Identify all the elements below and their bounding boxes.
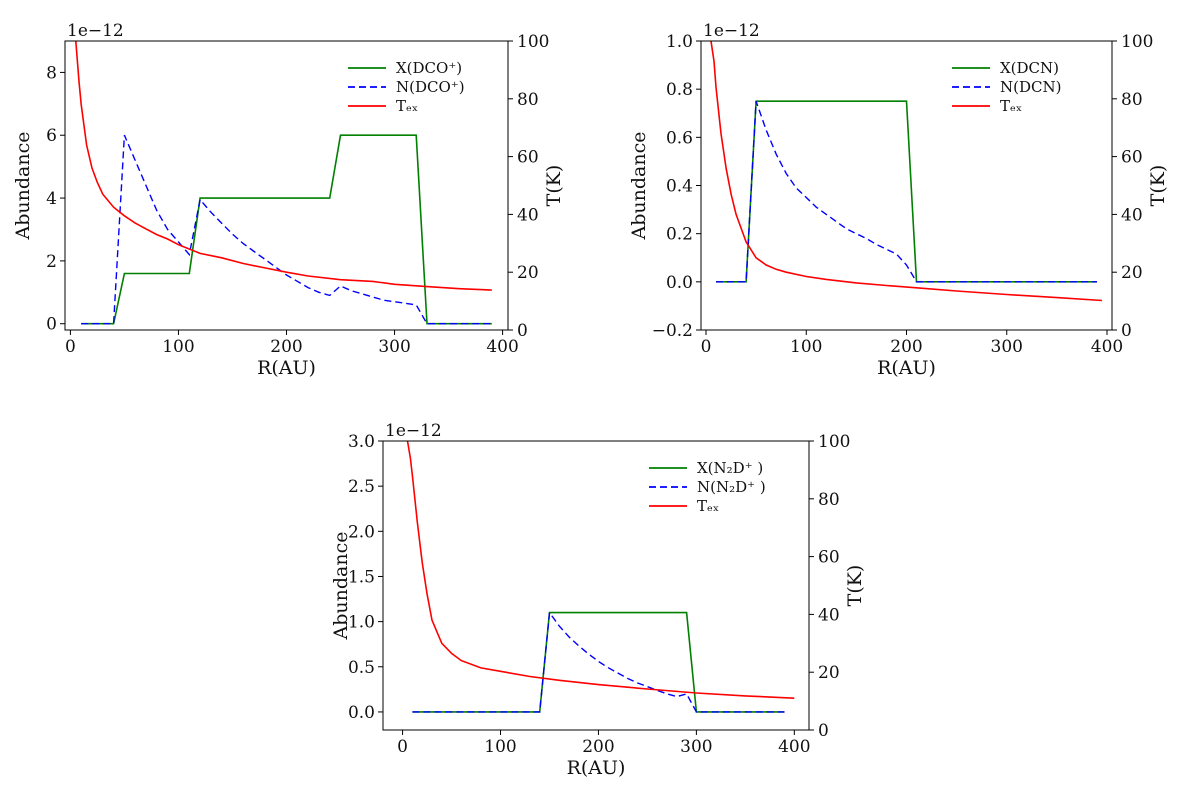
y-axis-label: Abundance [628,132,650,241]
y2-tick-label: 40 [517,205,539,225]
x-tick-label: 300 [680,737,712,757]
legend-label-3: Tₑₓ [396,97,418,115]
legend-label-2: N(DCN) [1000,78,1061,96]
y2-tick-label: 60 [818,548,840,568]
y-tick-label: 0.4 [666,177,693,197]
x-tick-label: 100 [484,737,516,757]
legend: X(N₂D⁺ )N(N₂D⁺ )Tₑₓ [649,459,766,515]
x-tick-label: 200 [582,737,614,757]
y-tick-label: 0.5 [348,658,375,678]
chart-2: 0 100 200 300 400 −0.2 0.0 0.2 0.4 0.6 0.8 1.0 0 20 40… [628,21,1169,379]
legend-label-3: Tₑₓ [697,497,719,515]
offset-text: 1e−12 [385,421,442,441]
x-tick-label: 100 [162,337,194,357]
x-tick-label: 400 [1091,337,1123,357]
y-tick-label: 0.2 [666,225,693,245]
y-tick-label: 0.6 [666,128,693,148]
x-tick-label: 0 [397,737,408,757]
y2-tick-label: 80 [517,90,539,110]
offset-text: 1e−12 [703,21,760,41]
y-tick-label: 4 [46,189,57,209]
y2-tick-label: 60 [517,148,539,168]
legend-label-1: X(DCO⁺) [396,59,462,77]
series-line-1 [716,100,1097,283]
y2-tick-label: 100 [1121,32,1153,52]
series-line-1 [81,134,492,325]
y2-tick-label: 20 [517,263,539,283]
y2-tick-label: 20 [818,663,840,683]
series-line-3 [75,40,492,291]
series-line-3 [406,440,795,699]
y2-tick-label: 0 [1121,321,1132,341]
offset-text: 1e−12 [67,21,124,41]
y-tick-label: 2 [46,252,57,272]
x-tick-label: 0 [65,337,76,357]
legend: X(DCO⁺)N(DCO⁺)Tₑₓ [348,59,465,115]
legend-label-3: Tₑₓ [1000,97,1022,115]
y2-tick-label: 0 [517,321,528,341]
y2-tick-label: 40 [818,605,840,625]
y2-axis-label: T(K) [543,165,565,207]
y-tick-label: −0.2 [652,321,693,341]
series-line-3 [710,40,1103,302]
y-tick-label: 6 [46,126,57,146]
x-axis-label: R(AU) [877,357,936,379]
y-tick-label: 1.5 [348,567,375,587]
plot-frame [382,440,810,731]
x-tick-label: 300 [378,337,410,357]
y-tick-label: 0.0 [666,273,693,293]
y-tick-label: 0.0 [348,703,375,723]
y2-tick-label: 20 [1121,263,1143,283]
y2-axis-label: T(K) [844,565,866,607]
y-tick-label: 0 [46,315,57,335]
series-line-2 [716,100,1097,283]
x-axis-label: R(AU) [257,357,316,379]
y2-tick-label: 80 [818,490,840,510]
y2-tick-label: 100 [818,432,850,452]
y-tick-label: 2.0 [348,522,375,542]
legend-label-1: X(DCN) [1000,59,1059,77]
y2-tick-label: 80 [1121,90,1143,110]
legend-label-2: N(DCO⁺) [396,78,465,96]
y-axis-label: Abundance [330,532,352,641]
y-tick-label: 8 [46,63,57,83]
y2-tick-label: 40 [1121,205,1143,225]
y-tick-label: 1.0 [348,613,375,633]
series-line-1 [412,611,785,713]
y2-tick-label: 60 [1121,148,1143,168]
y-axis-label: Abundance [12,132,34,241]
y2-tick-label: 0 [818,721,829,741]
x-tick-label: 100 [790,337,822,357]
y-tick-label: 3.0 [348,432,375,452]
x-axis-label: R(AU) [567,757,626,779]
legend-label-1: X(N₂D⁺ ) [697,459,763,477]
series-line-2 [412,610,785,713]
legend: X(DCN)N(DCN)Tₑₓ [952,59,1061,115]
chart-3: 0 100 200 300 400 0.0 0.5 1.0 1.5 2.0 2.5 3.0 0 20 40 6… [330,421,866,779]
x-tick-label: 300 [991,337,1023,357]
y-tick-label: 1.0 [666,32,693,52]
y-tick-label: 0.8 [666,80,693,100]
chart-1: 0 100 200 300 400024680204060801001e−12R(AU)… [12,21,565,379]
series-line-2 [81,134,492,325]
x-tick-label: 400 [486,337,518,357]
x-tick-label: 200 [270,337,302,357]
legend-label-2: N(N₂D⁺ ) [697,478,766,496]
y2-axis-label: T(K) [1147,165,1169,207]
y-tick-label: 2.5 [348,477,375,497]
y2-tick-label: 100 [517,32,549,52]
x-tick-label: 200 [890,337,922,357]
x-tick-label: 0 [701,337,712,357]
x-tick-label: 400 [778,737,810,757]
